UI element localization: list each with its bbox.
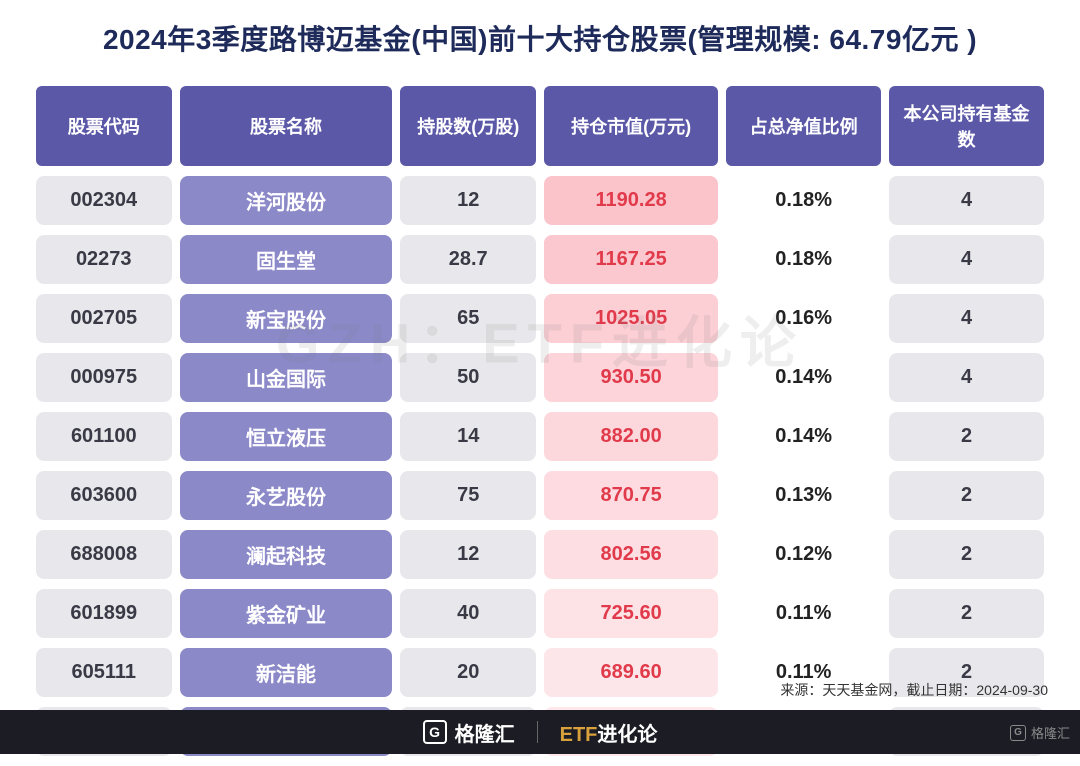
cell-ratio: 0.14% [726, 353, 881, 402]
col-header-value: 持仓市值(万元) [544, 86, 718, 166]
cell-name: 洋河股份 [180, 176, 393, 225]
cell-code: 605111 [36, 648, 172, 697]
footer-bar: G 格隆汇 ETF进化论 [0, 710, 1080, 754]
cell-ratio: 0.18% [726, 235, 881, 284]
cell-ratio: 0.16% [726, 294, 881, 343]
cell-name: 澜起科技 [180, 530, 393, 579]
cell-funds: 2 [889, 412, 1044, 461]
cell-code: 002304 [36, 176, 172, 225]
cell-code: 601100 [36, 412, 172, 461]
source-date: 2024-09-30 [976, 682, 1048, 698]
corner-watermark: G 格隆汇 [1010, 723, 1070, 742]
footer-left-text: 格隆汇 [455, 718, 515, 747]
cell-funds: 4 [889, 176, 1044, 225]
col-header-code: 股票代码 [36, 86, 172, 166]
holdings-table: 股票代码 股票名称 持股数(万股) 持仓市值(万元) 占总净值比例 本公司持有基… [28, 76, 1052, 766]
cell-shares: 12 [400, 176, 536, 225]
footer-brand-right: ETF进化论 [560, 718, 658, 747]
cell-name: 恒立液压 [180, 412, 393, 461]
cell-ratio: 0.14% [726, 412, 881, 461]
col-header-name: 股票名称 [180, 86, 393, 166]
table-row: 002304洋河股份121190.280.18%4 [36, 176, 1044, 225]
col-header-funds: 本公司持有基金数 [889, 86, 1044, 166]
cell-funds: 4 [889, 235, 1044, 284]
footer-right-suffix: 进化论 [597, 724, 657, 746]
cell-value: 689.60 [544, 648, 718, 697]
cell-shares: 14 [400, 412, 536, 461]
cell-code: 000975 [36, 353, 172, 402]
cell-shares: 40 [400, 589, 536, 638]
cell-shares: 12 [400, 530, 536, 579]
cell-value: 930.50 [544, 353, 718, 402]
cell-value: 802.56 [544, 530, 718, 579]
table-row: 02273固生堂28.71167.250.18%4 [36, 235, 1044, 284]
cell-ratio: 0.18% [726, 176, 881, 225]
cell-value: 725.60 [544, 589, 718, 638]
table-row: 601899紫金矿业40725.600.11%2 [36, 589, 1044, 638]
cell-name: 永艺股份 [180, 471, 393, 520]
cell-name: 新洁能 [180, 648, 393, 697]
cell-shares: 28.7 [400, 235, 536, 284]
cell-code: 688008 [36, 530, 172, 579]
table-row: 601100恒立液压14882.000.14%2 [36, 412, 1044, 461]
cell-value: 1025.05 [544, 294, 718, 343]
cell-name: 固生堂 [180, 235, 393, 284]
cell-value: 1190.28 [544, 176, 718, 225]
table-row: 688008澜起科技12802.560.12%2 [36, 530, 1044, 579]
cell-funds: 4 [889, 294, 1044, 343]
cell-shares: 50 [400, 353, 536, 402]
corner-text: 格隆汇 [1031, 723, 1070, 742]
corner-logo-icon: G [1010, 725, 1026, 741]
cell-value: 882.00 [544, 412, 718, 461]
col-header-shares: 持股数(万股) [400, 86, 536, 166]
cell-value: 1167.25 [544, 235, 718, 284]
cell-name: 新宝股份 [180, 294, 393, 343]
cell-ratio: 0.11% [726, 589, 881, 638]
cell-shares: 20 [400, 648, 536, 697]
cell-ratio: 0.12% [726, 530, 881, 579]
footer-separator [537, 721, 538, 743]
cell-code: 002705 [36, 294, 172, 343]
cell-funds: 2 [889, 471, 1044, 520]
cell-shares: 65 [400, 294, 536, 343]
page-title: 2024年3季度路博迈基金(中国)前十大持仓股票(管理规模: 64.79亿元 ) [28, 18, 1052, 58]
cell-name: 紫金矿业 [180, 589, 393, 638]
source-prefix: 来源： [780, 682, 822, 698]
cell-ratio: 0.13% [726, 471, 881, 520]
table-row: 603600永艺股份75870.750.13%2 [36, 471, 1044, 520]
cell-name: 山金国际 [180, 353, 393, 402]
gelonghui-logo-icon: G [423, 720, 447, 744]
cell-funds: 2 [889, 530, 1044, 579]
cell-funds: 4 [889, 353, 1044, 402]
table-row: 002705新宝股份651025.050.16%4 [36, 294, 1044, 343]
footer-right-prefix: ETF [560, 724, 598, 746]
source-line: 来源：天天基金网，截止日期：2024-09-30 [780, 680, 1048, 700]
footer-brand-left: G 格隆汇 [423, 718, 515, 747]
cell-code: 603600 [36, 471, 172, 520]
cell-code: 601899 [36, 589, 172, 638]
source-site: 天天基金网 [822, 682, 892, 698]
table-header-row: 股票代码 股票名称 持股数(万股) 持仓市值(万元) 占总净值比例 本公司持有基… [36, 86, 1044, 166]
cell-value: 870.75 [544, 471, 718, 520]
table-row: 000975山金国际50930.500.14%4 [36, 353, 1044, 402]
col-header-ratio: 占总净值比例 [726, 86, 881, 166]
cell-funds: 2 [889, 589, 1044, 638]
source-date-label: ，截止日期： [892, 682, 976, 698]
cell-shares: 75 [400, 471, 536, 520]
cell-code: 02273 [36, 235, 172, 284]
